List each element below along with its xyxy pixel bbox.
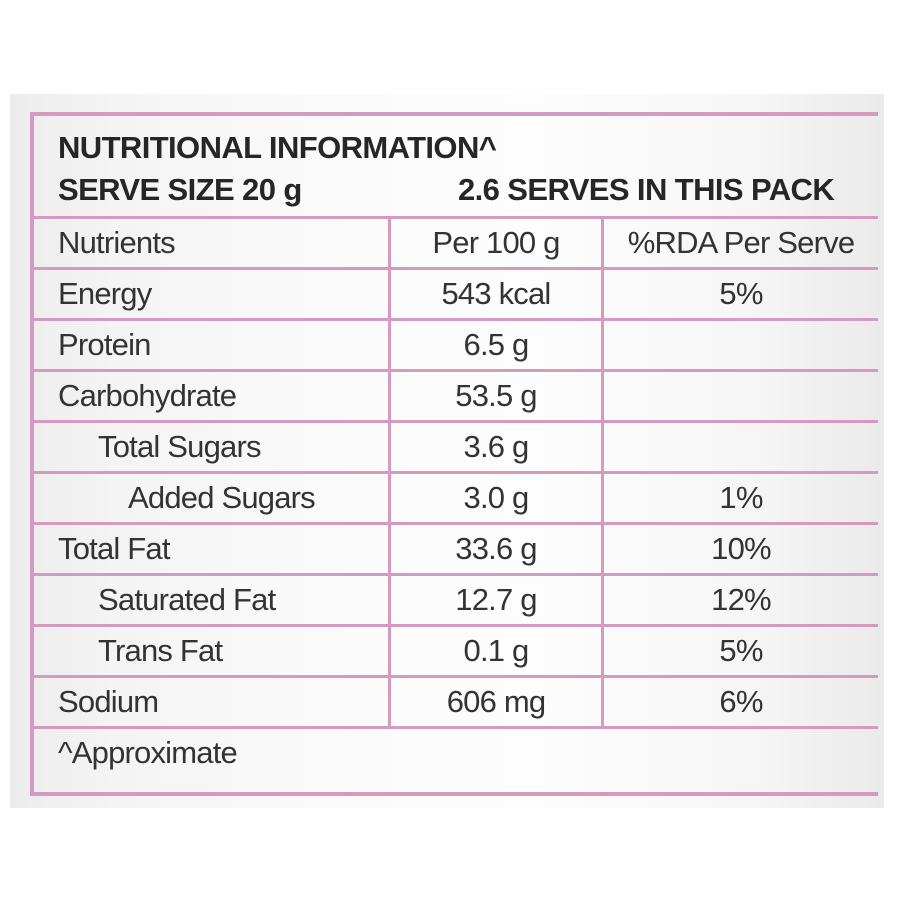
rda-value: 1% [601, 474, 878, 522]
table-row: Sodium 606 mg 6% [34, 678, 878, 729]
serves-per-pack: 2.6 SERVES IN THIS PACK [458, 172, 835, 207]
footnote: ^Approximate [58, 735, 238, 770]
table-row: Trans Fat 0.1 g 5% [34, 627, 878, 678]
nutrient-name: Saturated Fat [98, 582, 276, 617]
nutrition-table: Nutrients Per 100 g %RDA Per Serve Energ… [34, 219, 878, 777]
per-100g-value: 12.7 g [388, 576, 601, 624]
rda-value [601, 321, 878, 369]
nutrient-name: Total Fat [58, 531, 170, 566]
table-row: Total Fat 33.6 g 10% [34, 525, 878, 576]
column-header-nutrients: Nutrients [58, 225, 176, 260]
package-background [10, 94, 884, 808]
rda-value: 10% [601, 525, 878, 573]
serve-size: SERVE SIZE 20 g [58, 172, 302, 207]
rda-value: 5% [601, 627, 878, 675]
rda-value [601, 423, 878, 471]
per-100g-value: 606 mg [388, 678, 601, 726]
nutrient-name: Energy [58, 276, 152, 311]
per-100g-value: 33.6 g [388, 525, 601, 573]
nutrition-panel: NUTRITIONAL INFORMATION^ SERVE SIZE 20 g… [30, 112, 878, 796]
nutrition-header: NUTRITIONAL INFORMATION^ SERVE SIZE 20 g… [34, 116, 878, 219]
per-100g-value: 3.6 g [388, 423, 601, 471]
nutrient-name: Trans Fat [98, 633, 223, 668]
column-header-per-100g: Per 100 g [388, 219, 601, 267]
per-100g-value: 53.5 g [388, 372, 601, 420]
nutrient-name: Total Sugars [98, 429, 262, 464]
panel-title: NUTRITIONAL INFORMATION^ [58, 130, 497, 165]
per-100g-value: 3.0 g [388, 474, 601, 522]
nutrient-name: Added Sugars [128, 480, 316, 515]
table-row: Energy 543 kcal 5% [34, 270, 878, 321]
per-100g-value: 0.1 g [388, 627, 601, 675]
rda-value: 12% [601, 576, 878, 624]
rda-value: 6% [601, 678, 878, 726]
table-row: Total Sugars 3.6 g [34, 423, 878, 474]
table-row: Added Sugars 3.0 g 1% [34, 474, 878, 525]
column-header-rda: %RDA Per Serve [601, 219, 878, 267]
nutrient-name: Protein [58, 327, 151, 362]
table-row: Saturated Fat 12.7 g 12% [34, 576, 878, 627]
nutrient-name: Sodium [58, 684, 159, 719]
nutrient-name: Carbohydrate [58, 378, 237, 413]
table-header-row: Nutrients Per 100 g %RDA Per Serve [34, 219, 878, 270]
rda-value: 5% [601, 270, 878, 318]
table-row: Protein 6.5 g [34, 321, 878, 372]
per-100g-value: 6.5 g [388, 321, 601, 369]
per-100g-value: 543 kcal [388, 270, 601, 318]
table-row: Carbohydrate 53.5 g [34, 372, 878, 423]
footnote-row: ^Approximate [34, 729, 878, 777]
rda-value [601, 372, 878, 420]
